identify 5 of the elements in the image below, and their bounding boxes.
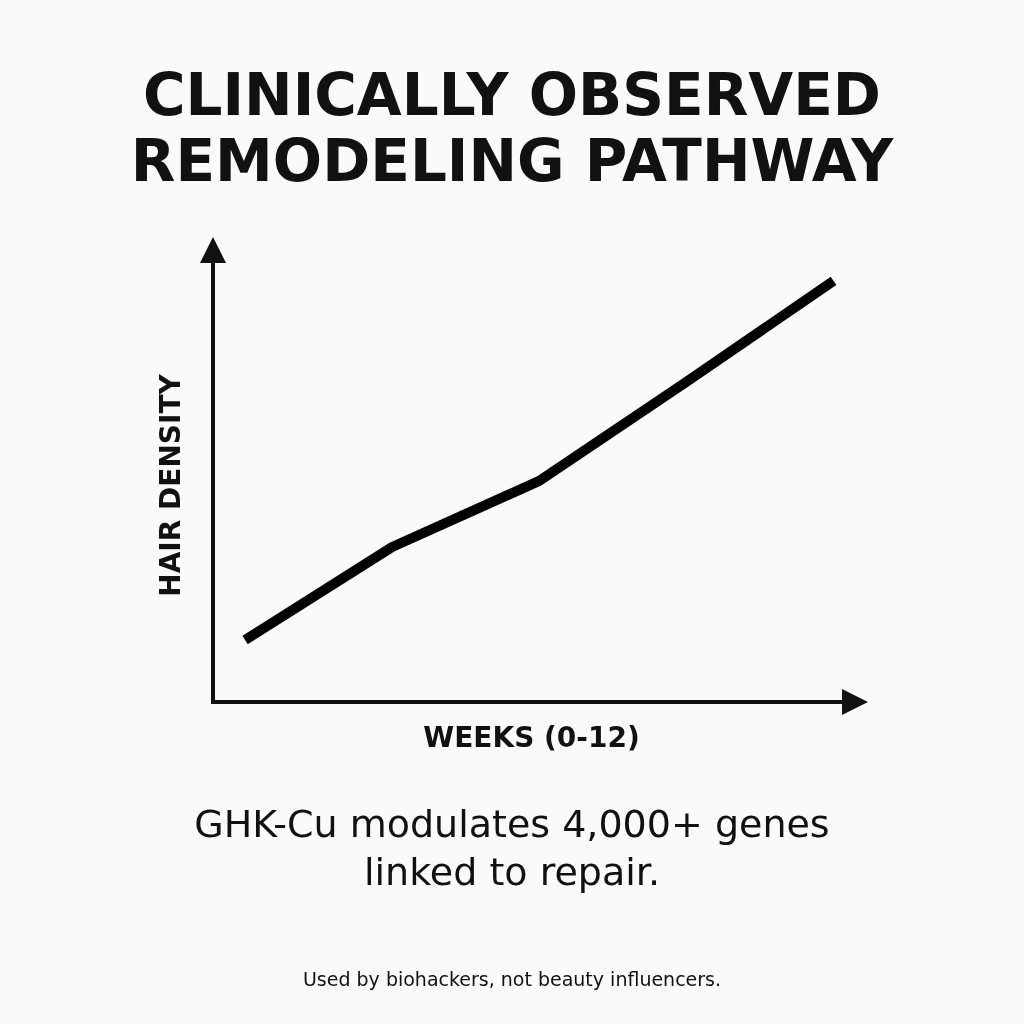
- chart-title: CLINICALLY OBSERVED REMODELING PATHWAY: [129, 61, 895, 195]
- y-axis-title: HAIR DENSITY: [154, 373, 188, 597]
- text: GHK-Cu modulates 4,000+ genes linked to repair.: [193, 801, 831, 896]
- x-axis-title: WEEKS (0-12): [423, 721, 640, 755]
- text: Used by biohackers, not beauty influencers.: [301, 968, 723, 990]
